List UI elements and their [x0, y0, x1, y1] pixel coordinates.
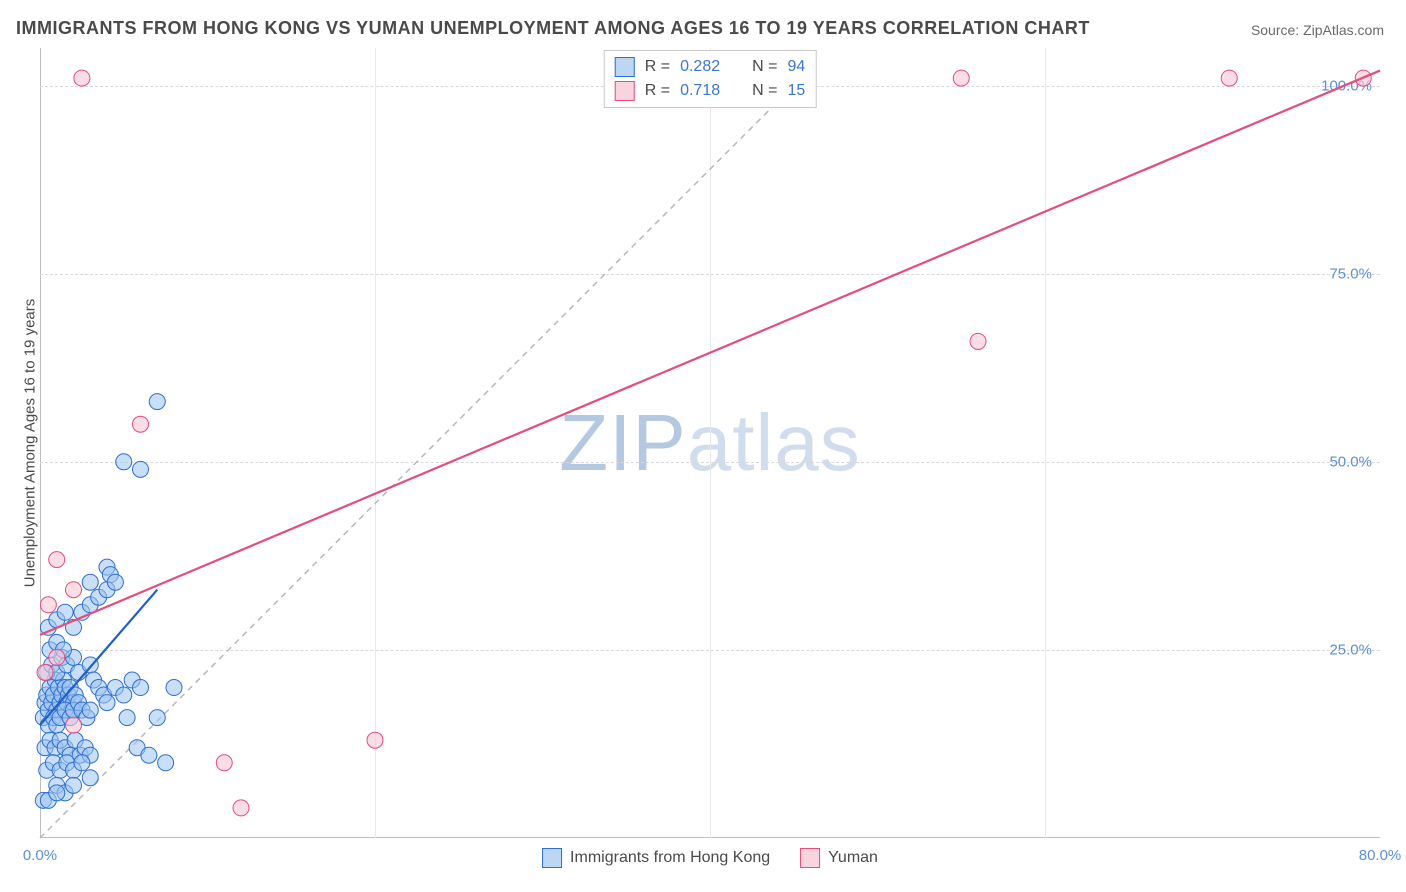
- data-point-yuman: [970, 333, 986, 349]
- source-credit: Source: ZipAtlas.com: [1251, 22, 1384, 38]
- stat-r-label: R =: [645, 79, 670, 103]
- data-point-hk: [66, 777, 82, 793]
- data-point-hk: [82, 574, 98, 590]
- data-point-yuman: [66, 717, 82, 733]
- chart-title: IMMIGRANTS FROM HONG KONG VS YUMAN UNEMP…: [16, 18, 1090, 39]
- trend-line-yuman: [40, 71, 1380, 635]
- stat-legend-row: R = 0.718 N = 15: [615, 79, 806, 103]
- plot-area: Unemployment Among Ages 16 to 19 years Z…: [40, 48, 1380, 838]
- legend-swatch: [615, 81, 635, 101]
- x-tick-label: 0.0%: [23, 847, 57, 864]
- data-point-yuman: [1221, 70, 1237, 86]
- data-point-hk: [133, 461, 149, 477]
- y-axis-title: Unemployment Among Ages 16 to 19 years: [22, 299, 39, 588]
- data-point-hk: [149, 710, 165, 726]
- reference-diagonal: [40, 86, 794, 838]
- data-point-hk: [99, 695, 115, 711]
- stat-r-value: 0.718: [680, 79, 720, 103]
- data-point-hk: [57, 604, 73, 620]
- data-point-yuman: [40, 597, 56, 613]
- data-point-yuman: [367, 732, 383, 748]
- x-tick-label: 80.0%: [1359, 847, 1402, 864]
- legend-label: Yuman: [828, 849, 878, 867]
- data-point-yuman: [216, 755, 232, 771]
- legend-swatch: [615, 57, 635, 77]
- legend-label: Immigrants from Hong Kong: [570, 849, 770, 867]
- series-legend: Immigrants from Hong Kong Yuman: [542, 848, 878, 868]
- stat-n-value: 15: [787, 79, 805, 103]
- data-point-hk: [107, 574, 123, 590]
- data-point-yuman: [233, 800, 249, 816]
- data-point-hk: [133, 680, 149, 696]
- data-point-hk: [119, 710, 135, 726]
- stat-n-value: 94: [787, 55, 805, 79]
- data-point-hk: [149, 394, 165, 410]
- stat-n-label: N =: [752, 55, 777, 79]
- legend-item: Yuman: [800, 848, 878, 868]
- data-point-yuman: [49, 649, 65, 665]
- data-point-hk: [74, 755, 90, 771]
- chart-svg: [40, 48, 1380, 838]
- stat-r-label: R =: [645, 55, 670, 79]
- data-point-yuman: [74, 70, 90, 86]
- data-point-hk: [82, 770, 98, 786]
- data-point-yuman: [953, 70, 969, 86]
- data-point-hk: [116, 454, 132, 470]
- legend-swatch: [800, 848, 820, 868]
- legend-item: Immigrants from Hong Kong: [542, 848, 770, 868]
- data-point-hk: [158, 755, 174, 771]
- legend-swatch: [542, 848, 562, 868]
- data-point-hk: [141, 747, 157, 763]
- data-point-yuman: [49, 552, 65, 568]
- data-point-hk: [82, 702, 98, 718]
- data-point-yuman: [37, 664, 53, 680]
- data-point-yuman: [133, 416, 149, 432]
- stat-legend: R = 0.282 N = 94 R = 0.718 N = 15: [604, 50, 817, 108]
- stat-n-label: N =: [752, 79, 777, 103]
- data-point-hk: [116, 687, 132, 703]
- data-point-yuman: [66, 582, 82, 598]
- data-point-hk: [166, 680, 182, 696]
- stat-legend-row: R = 0.282 N = 94: [615, 55, 806, 79]
- stat-r-value: 0.282: [680, 55, 720, 79]
- data-point-hk: [49, 785, 65, 801]
